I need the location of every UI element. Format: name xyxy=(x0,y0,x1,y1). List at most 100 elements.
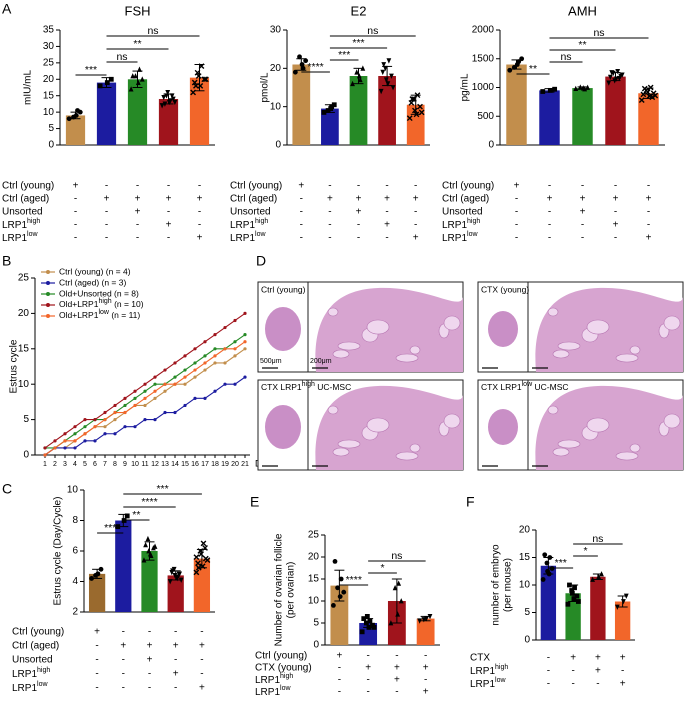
series-point xyxy=(93,418,97,422)
condition-sign: - xyxy=(614,207,617,218)
y-tick-label: 0 xyxy=(23,450,29,461)
y-axis-label: mIU/mL xyxy=(23,70,34,105)
condition-label-part: high xyxy=(37,667,50,674)
legend-label-part: (n = 11) xyxy=(109,310,140,320)
data-point xyxy=(332,559,338,564)
series-point xyxy=(153,396,157,400)
condition-sign: - xyxy=(95,655,98,666)
bar xyxy=(193,558,211,612)
condition-sign: + xyxy=(166,220,172,231)
legend-marker xyxy=(46,314,50,318)
condition-sign: - xyxy=(328,207,331,218)
follicle xyxy=(615,353,639,363)
condition-sign: + xyxy=(394,675,400,686)
series-point xyxy=(213,354,217,358)
y-tick-label: 500 xyxy=(477,111,494,122)
data-point xyxy=(382,65,388,72)
condition-sign: - xyxy=(647,220,650,231)
condition-sign: - xyxy=(167,233,170,244)
data-point xyxy=(381,62,387,68)
y-axis-label: pg/mL xyxy=(460,73,471,101)
bar xyxy=(638,93,659,145)
data-point xyxy=(159,103,165,109)
ovary-overview xyxy=(265,405,301,449)
condition-label-part: low xyxy=(27,231,38,238)
condition-sign: - xyxy=(122,669,125,680)
data-point xyxy=(329,104,335,110)
ovary-detail xyxy=(315,287,463,372)
series-point xyxy=(203,354,207,358)
series-point xyxy=(173,410,177,415)
data-point xyxy=(143,542,148,548)
data-point xyxy=(193,82,199,89)
condition-sign: - xyxy=(547,679,550,690)
series-point xyxy=(233,354,237,358)
data-point xyxy=(575,599,581,604)
y-tick-label: 5 xyxy=(23,414,29,425)
x-tick-label: 12 xyxy=(151,461,159,468)
series-point xyxy=(233,382,237,386)
panel-letter: F xyxy=(466,494,475,510)
condition-sign: + xyxy=(595,653,601,664)
condition-label-part: high xyxy=(27,218,40,225)
series-point xyxy=(213,389,217,393)
data-point xyxy=(297,54,302,60)
condition-sign: - xyxy=(366,687,369,698)
condition-sign: - xyxy=(136,220,139,231)
x-tick-label: 15 xyxy=(181,461,189,468)
data-point xyxy=(350,80,355,87)
series-point xyxy=(73,439,77,443)
data-point xyxy=(176,571,182,577)
follicle xyxy=(557,341,581,351)
error-bar xyxy=(568,584,579,602)
x-tick-label: 1 xyxy=(43,461,47,468)
condition-sign: - xyxy=(424,675,427,686)
condition-sign: - xyxy=(366,675,369,686)
data-point xyxy=(574,593,580,599)
condition-label: CTX xyxy=(470,653,490,664)
data-point xyxy=(590,576,596,582)
series-point xyxy=(63,439,67,443)
follicle xyxy=(552,447,570,457)
ovary-overview xyxy=(488,311,518,347)
histology-label: Ctrl (young) xyxy=(261,284,306,294)
condition-sign: + xyxy=(199,683,205,694)
series-point xyxy=(163,382,167,386)
follicle xyxy=(586,417,610,433)
y-tick-label: 2 xyxy=(72,607,78,618)
data-point xyxy=(321,110,327,115)
condition-sign: + xyxy=(173,669,179,680)
condition-sign: - xyxy=(385,207,388,218)
data-point xyxy=(335,585,340,591)
series-point xyxy=(73,425,77,429)
condition-sign: - xyxy=(136,233,139,244)
x-tick-label: 18 xyxy=(211,461,219,468)
y-tick-label: 15 xyxy=(519,552,531,563)
follicle xyxy=(366,417,390,433)
error-bar xyxy=(196,548,207,569)
follicle xyxy=(337,439,361,449)
condition-label: LRP1low xyxy=(2,231,38,244)
bar xyxy=(539,90,560,145)
data-point xyxy=(354,69,360,75)
y-tick-label: 10 xyxy=(67,485,79,496)
data-point xyxy=(359,629,365,635)
condition-sign: - xyxy=(105,233,108,244)
condition-sign: - xyxy=(198,220,201,231)
ovary-detail xyxy=(535,385,683,470)
y-tick-label: 35 xyxy=(43,25,55,36)
follicle xyxy=(443,315,461,331)
data-point xyxy=(338,576,344,582)
condition-sign: - xyxy=(357,233,360,244)
condition-sign: - xyxy=(74,194,77,205)
series-point xyxy=(123,403,127,408)
y-tick-label: 10 xyxy=(43,107,55,118)
data-point xyxy=(516,59,522,65)
y-axis-label: (per ovarian) xyxy=(286,562,297,619)
condition-label: CTX (young) xyxy=(255,663,312,674)
condition-label-part: LRP1 xyxy=(442,220,467,231)
data-point xyxy=(137,66,142,72)
condition-label-part: LRP1 xyxy=(12,683,37,694)
condition-label-part: low xyxy=(495,677,506,684)
series-point xyxy=(103,410,107,415)
